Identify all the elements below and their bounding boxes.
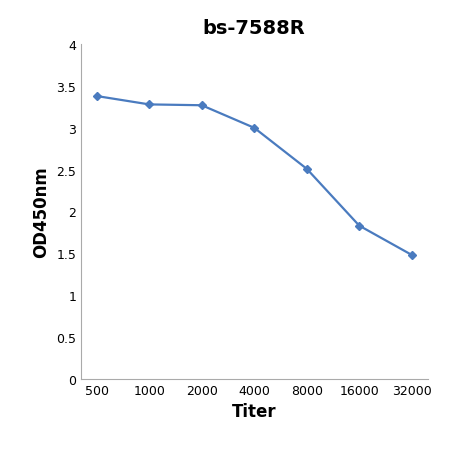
- Y-axis label: OD450nm: OD450nm: [32, 166, 50, 258]
- Title: bs-7588R: bs-7588R: [203, 19, 306, 38]
- X-axis label: Titer: Titer: [232, 402, 277, 420]
